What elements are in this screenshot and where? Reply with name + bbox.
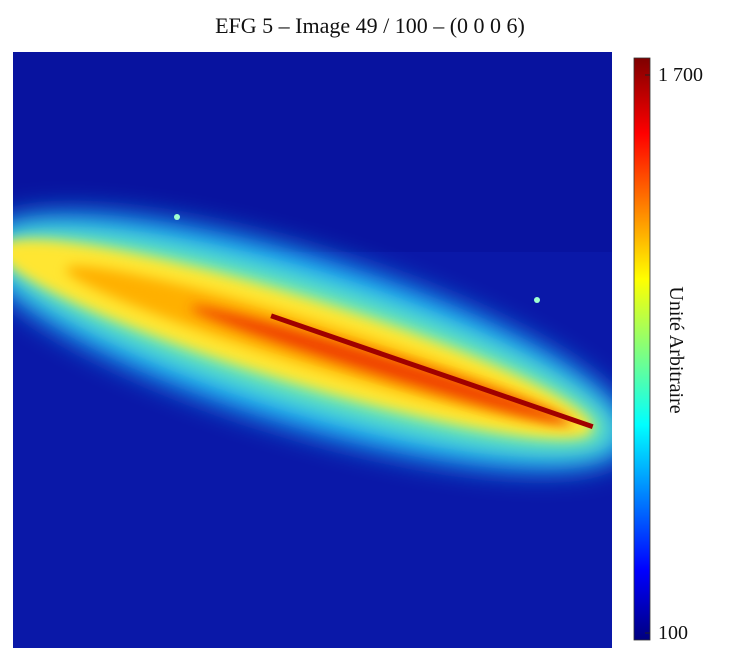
chart-title: EFG 5 – Image 49 / 100 – (0 0 0 6) bbox=[215, 13, 525, 38]
heatmap-image bbox=[13, 52, 612, 648]
colorbar-label: Unité Arbitraire bbox=[665, 286, 687, 413]
colorbar bbox=[633, 57, 651, 641]
colorbar-tick-label: 1 700 bbox=[658, 64, 703, 86]
colorbar-tick-label: 100 bbox=[658, 622, 688, 644]
